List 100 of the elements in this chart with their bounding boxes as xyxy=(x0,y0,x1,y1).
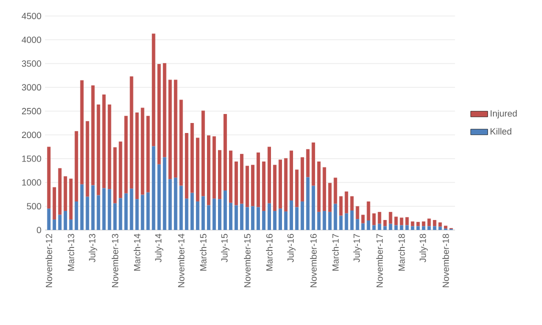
bar xyxy=(240,154,244,204)
bar xyxy=(218,199,222,230)
bar xyxy=(168,179,172,230)
bar xyxy=(278,208,282,230)
bar xyxy=(74,201,78,230)
bar xyxy=(174,80,178,178)
bar xyxy=(179,186,183,230)
bar xyxy=(322,210,326,230)
bar xyxy=(262,162,266,211)
bar xyxy=(438,222,442,227)
bar xyxy=(427,218,431,226)
bar xyxy=(201,196,205,230)
bar xyxy=(251,164,254,206)
bar xyxy=(256,152,260,208)
x-tick-label: July-17 xyxy=(353,234,362,262)
bar xyxy=(312,186,316,230)
bar xyxy=(284,158,288,212)
bar xyxy=(69,178,73,220)
bar xyxy=(334,178,338,204)
bar xyxy=(234,205,238,230)
legend-label: Injured xyxy=(490,110,517,118)
bar xyxy=(295,207,299,230)
bar xyxy=(212,136,216,199)
bar xyxy=(394,225,398,230)
bar xyxy=(339,196,343,216)
y-tick-label: 3000 xyxy=(22,84,42,91)
bar xyxy=(312,142,316,186)
bar xyxy=(306,149,310,178)
x-tick-label: November-12 xyxy=(46,234,52,288)
bar xyxy=(224,190,227,230)
x-tick-label: March-17 xyxy=(332,234,339,271)
bar xyxy=(422,221,426,226)
x-tick-label: March-16 xyxy=(266,234,273,271)
bar xyxy=(432,226,436,230)
bar xyxy=(69,220,73,230)
bar xyxy=(334,204,338,230)
x-tick-label: July-14 xyxy=(154,234,164,262)
bar xyxy=(344,213,348,230)
bar xyxy=(168,80,172,180)
bar xyxy=(179,100,183,186)
bar xyxy=(246,207,249,230)
x-tick-label: November-14 xyxy=(178,234,184,288)
bar xyxy=(284,211,288,230)
y-tick-label: 4500 xyxy=(22,12,42,20)
x-tick-label: March-13 xyxy=(68,234,74,271)
bar xyxy=(444,226,448,229)
bar xyxy=(218,150,222,200)
x-tick-label: July-13 xyxy=(88,234,98,262)
bar xyxy=(58,168,62,215)
y-tick-label: 0 xyxy=(36,226,42,234)
bar xyxy=(317,212,321,230)
bar xyxy=(344,191,348,214)
bar xyxy=(146,116,150,192)
bar xyxy=(405,225,409,230)
bar xyxy=(339,216,343,230)
bar xyxy=(400,218,404,226)
bar xyxy=(196,201,200,230)
bar xyxy=(184,132,188,199)
bar xyxy=(416,226,420,230)
y-tick-label: 1000 xyxy=(22,179,42,186)
bar xyxy=(86,121,90,197)
bar xyxy=(201,110,205,196)
y-tick-label: 1500 xyxy=(22,155,42,162)
bar xyxy=(152,34,156,146)
x-tick-label: November-15 xyxy=(244,234,251,288)
bar xyxy=(162,157,166,230)
bar xyxy=(91,185,95,230)
bar xyxy=(246,166,249,208)
bar xyxy=(416,222,420,226)
bar xyxy=(64,210,68,230)
x-tick-label: March-15 xyxy=(200,234,206,271)
bar xyxy=(146,192,150,230)
bar xyxy=(256,207,260,230)
bar xyxy=(206,205,210,230)
bar xyxy=(80,80,84,184)
bar xyxy=(229,150,232,203)
bar xyxy=(162,63,166,158)
bar xyxy=(240,204,244,230)
x-tick-label: November-13 xyxy=(112,234,118,288)
bar xyxy=(268,146,271,204)
bar xyxy=(295,170,299,208)
bar xyxy=(427,226,431,230)
bar xyxy=(74,131,78,202)
bar xyxy=(196,138,200,202)
x-tick-label: November-18 xyxy=(442,234,449,288)
bar xyxy=(350,196,354,210)
bar xyxy=(273,164,277,211)
y-tick-label: 500 xyxy=(26,203,42,210)
bar xyxy=(422,226,426,230)
bar xyxy=(234,162,238,206)
y-tick-label: 4000 xyxy=(22,36,42,43)
bar xyxy=(383,226,387,230)
bar xyxy=(229,202,232,230)
bar xyxy=(432,220,436,226)
x-tick-label: July-18 xyxy=(419,234,428,262)
x-tick-label: July-16 xyxy=(287,234,296,262)
bar xyxy=(410,226,414,230)
bar xyxy=(152,146,156,230)
bar xyxy=(300,157,304,202)
bar xyxy=(290,150,294,201)
